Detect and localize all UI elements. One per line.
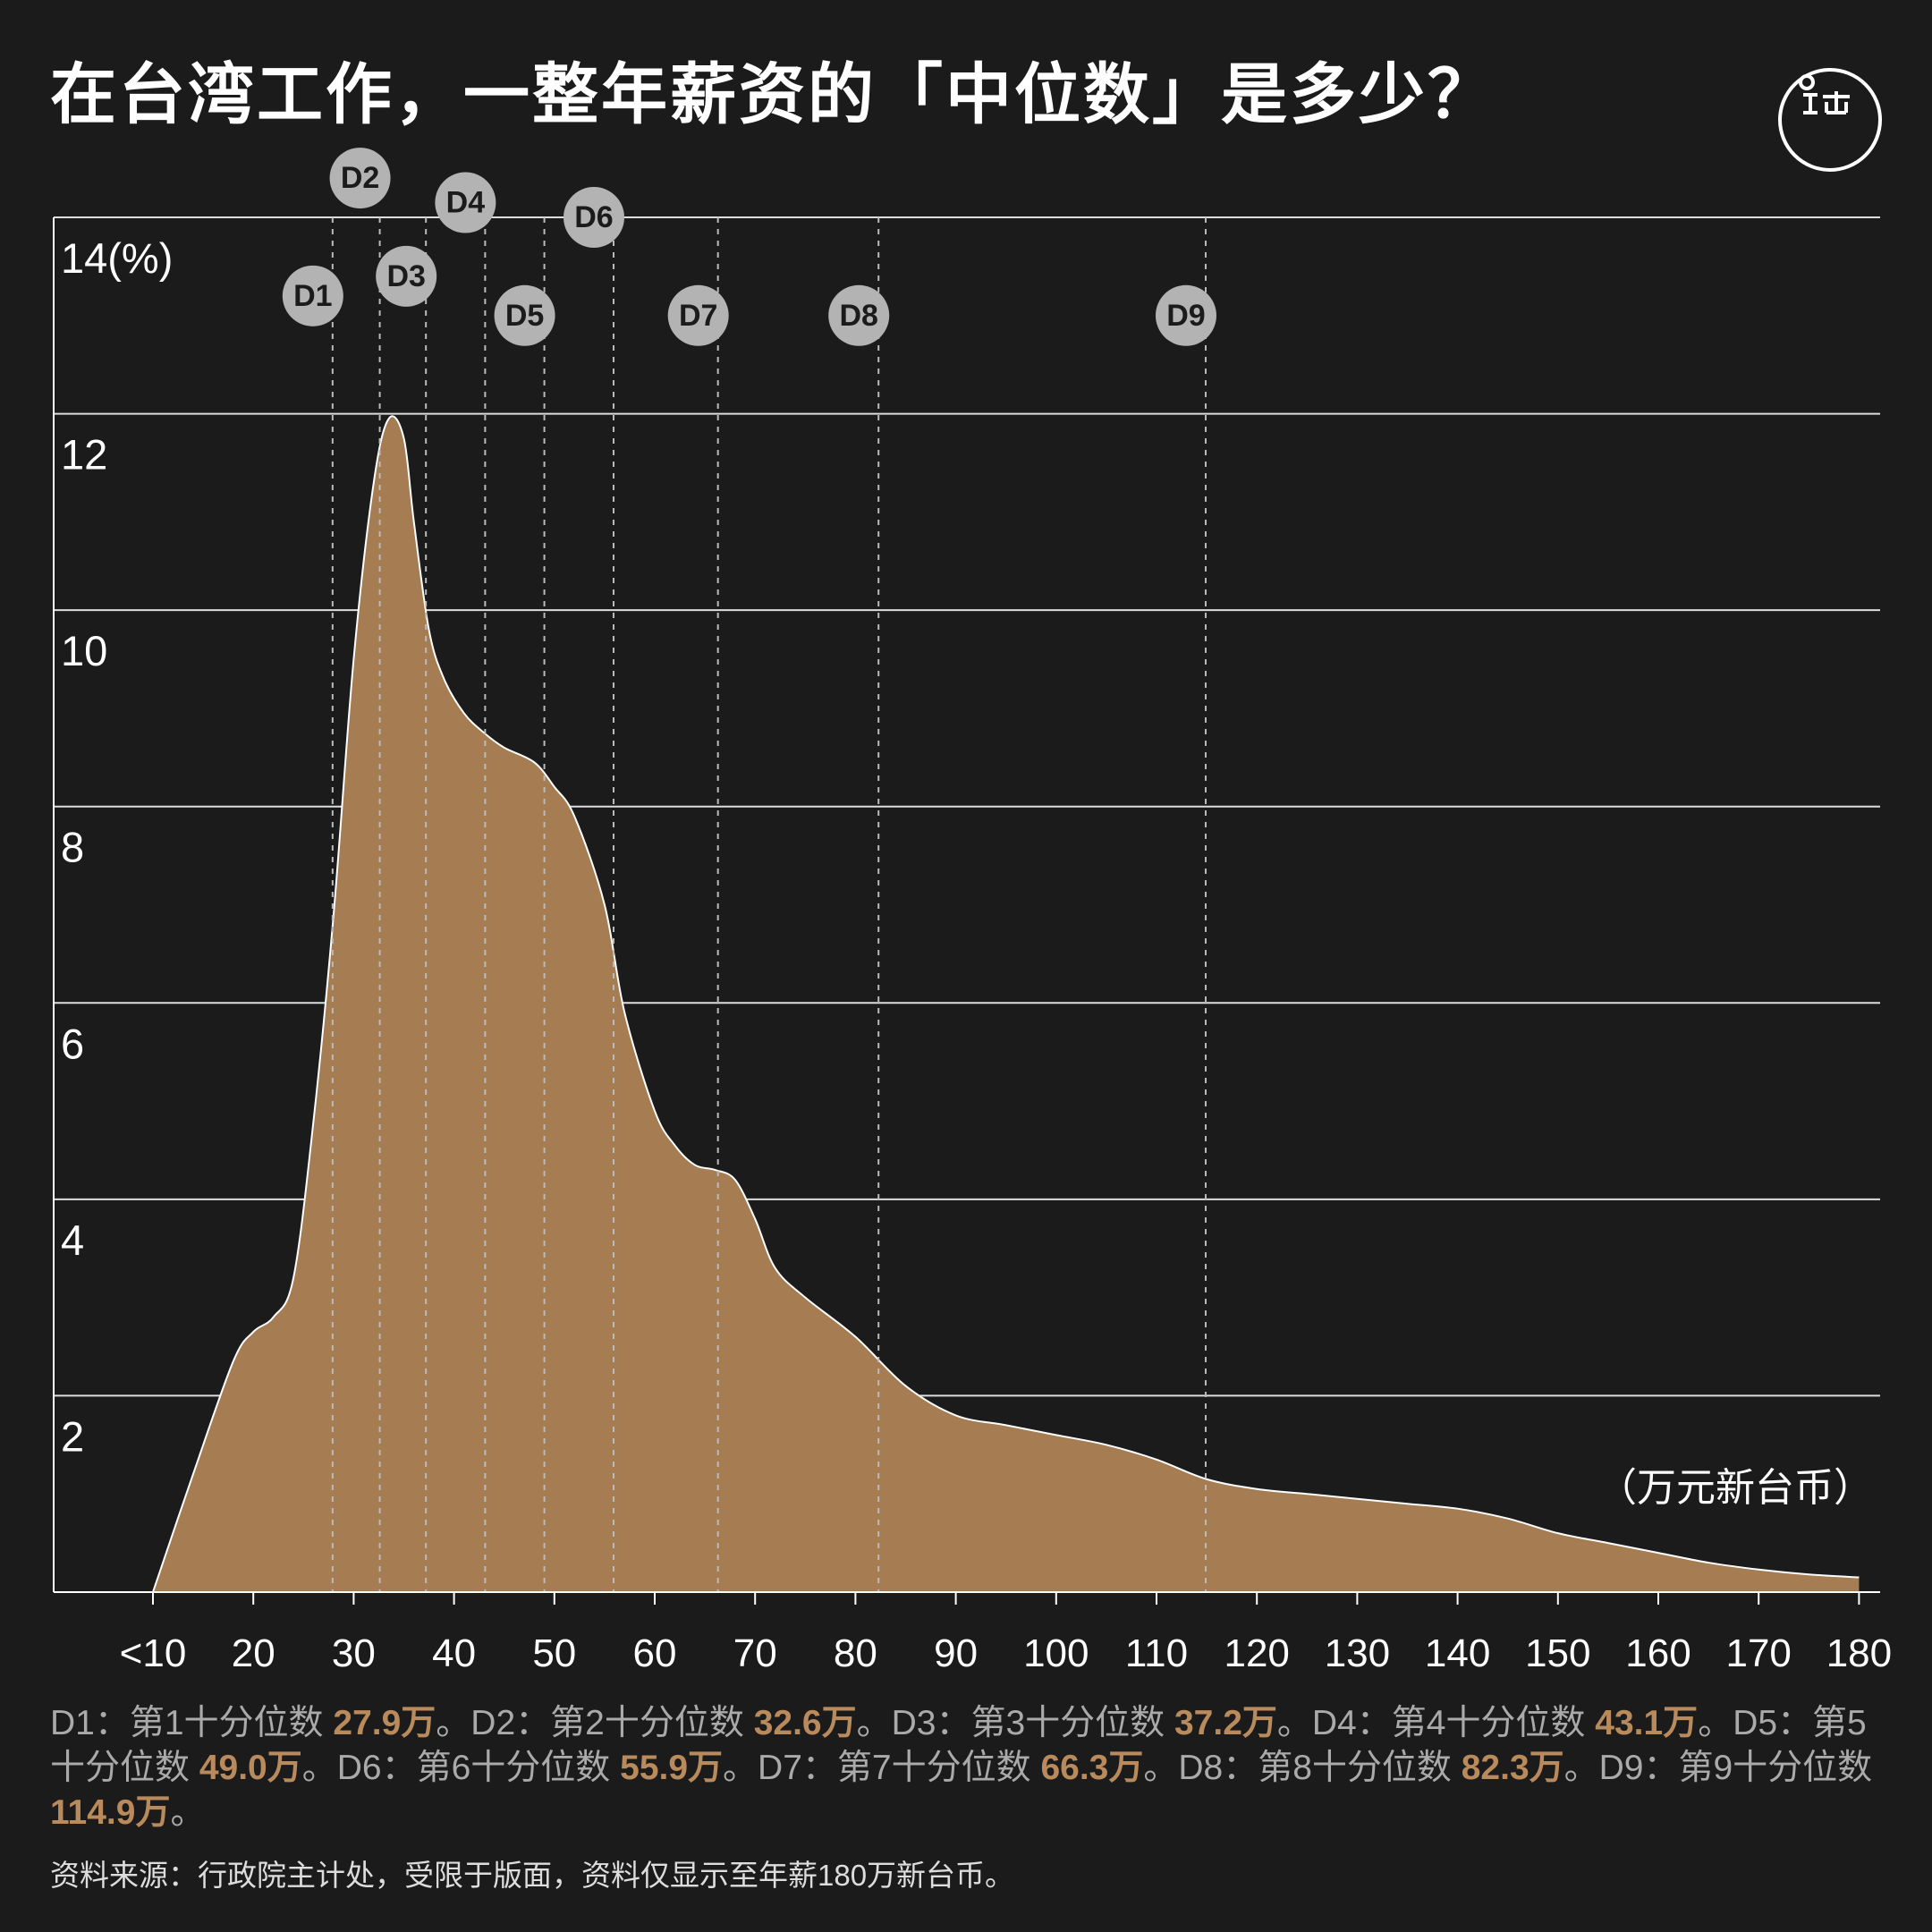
x-unit-label: （万元新台币） <box>1597 1466 1873 1510</box>
decile-badge <box>828 284 890 346</box>
decile-layer: D1 D2 D3 D4 D5 D6 D7 D8 D9 <box>282 148 1216 1592</box>
decile-badge <box>1155 284 1216 346</box>
y-tick-label: 8 <box>61 824 84 871</box>
decile-label: D6 <box>574 200 613 234</box>
decile-value: 43.1万 <box>1595 1704 1699 1742</box>
x-tick-label: 80 <box>834 1631 877 1675</box>
x-tick-label: 70 <box>733 1631 777 1675</box>
x-tick-label: 30 <box>332 1631 376 1675</box>
distribution-outline <box>152 415 1860 1593</box>
x-tick-label: 150 <box>1525 1631 1590 1675</box>
distribution-chart: D1 D2 D3 D4 D5 D6 D7 D8 D9 2 4 6 8 10 12 14(%) <10 20 30 4… <box>53 148 1892 1675</box>
decile-badge <box>329 148 391 209</box>
decile-label: D4 <box>446 186 486 220</box>
decile-label: D3 <box>386 259 425 293</box>
decile-value: 82.3万 <box>1461 1749 1564 1787</box>
decile-badge <box>494 284 555 346</box>
chart-title: 在台湾工作，一整年薪资的「中位数」是多少？ <box>50 57 1496 131</box>
source-note: 资料来源：行政院主计处，受限于版面，资料仅显示至年薪180万新台币。 <box>50 1859 1015 1892</box>
x-tick-label: 20 <box>232 1631 275 1675</box>
x-tick-label: 140 <box>1425 1631 1490 1675</box>
x-tick-label: 100 <box>1023 1631 1089 1675</box>
x-tick-label: <10 <box>120 1631 187 1675</box>
decile-value: 114.9万 <box>50 1793 171 1832</box>
axis-layer: 2 4 6 8 10 12 14(%) <10 20 30 40 50 60 70 80 90 100 110 12… <box>53 217 1892 1675</box>
decile-badge <box>282 265 343 326</box>
decile-badge <box>376 245 437 307</box>
decile-badge <box>667 284 729 346</box>
x-tick-label: 120 <box>1224 1631 1289 1675</box>
y-tick-label: 10 <box>61 627 107 674</box>
decile-note: D1：第1十分位数 27.9万。D2：第2十分位数 32.6万。D3：第3十分位… <box>50 1704 1873 1832</box>
decile-label: D1 <box>293 279 332 313</box>
decile-value: 27.9万 <box>333 1704 436 1742</box>
decile-label: D8 <box>839 299 877 333</box>
decile-label: D2 <box>341 161 379 195</box>
x-tick-label: 180 <box>1826 1631 1892 1675</box>
decile-value: 32.6万 <box>753 1704 857 1742</box>
x-tick-label: 60 <box>633 1631 677 1675</box>
x-tick-label: 40 <box>432 1631 476 1675</box>
area-layer <box>152 415 1860 1593</box>
distribution-area <box>153 416 1860 1593</box>
y-tick-label: 6 <box>61 1020 84 1067</box>
decile-label: D7 <box>679 299 717 333</box>
decile-label: D5 <box>505 299 544 333</box>
decile-value: 66.3万 <box>1040 1749 1144 1787</box>
y-tick-label: 2 <box>61 1412 84 1460</box>
decile-badge <box>435 172 496 233</box>
duanchuanmei-logo-icon <box>1778 68 1882 172</box>
y-tick-label: 14(%) <box>61 234 173 282</box>
decile-label: D9 <box>1166 299 1205 333</box>
x-tick-label: 160 <box>1625 1631 1690 1675</box>
x-tick-label: 170 <box>1725 1631 1791 1675</box>
decile-value: 37.2万 <box>1174 1704 1277 1742</box>
decile-badge <box>563 187 624 248</box>
decile-value: 49.0万 <box>199 1749 302 1787</box>
x-tick-label: 130 <box>1325 1631 1390 1675</box>
y-tick-label: 4 <box>61 1216 84 1264</box>
y-tick-label: 12 <box>61 431 107 479</box>
x-tick-label: 50 <box>532 1631 576 1675</box>
decile-value: 55.9万 <box>620 1749 724 1787</box>
x-tick-label: 110 <box>1125 1631 1188 1675</box>
x-tick-label: 90 <box>934 1631 978 1675</box>
